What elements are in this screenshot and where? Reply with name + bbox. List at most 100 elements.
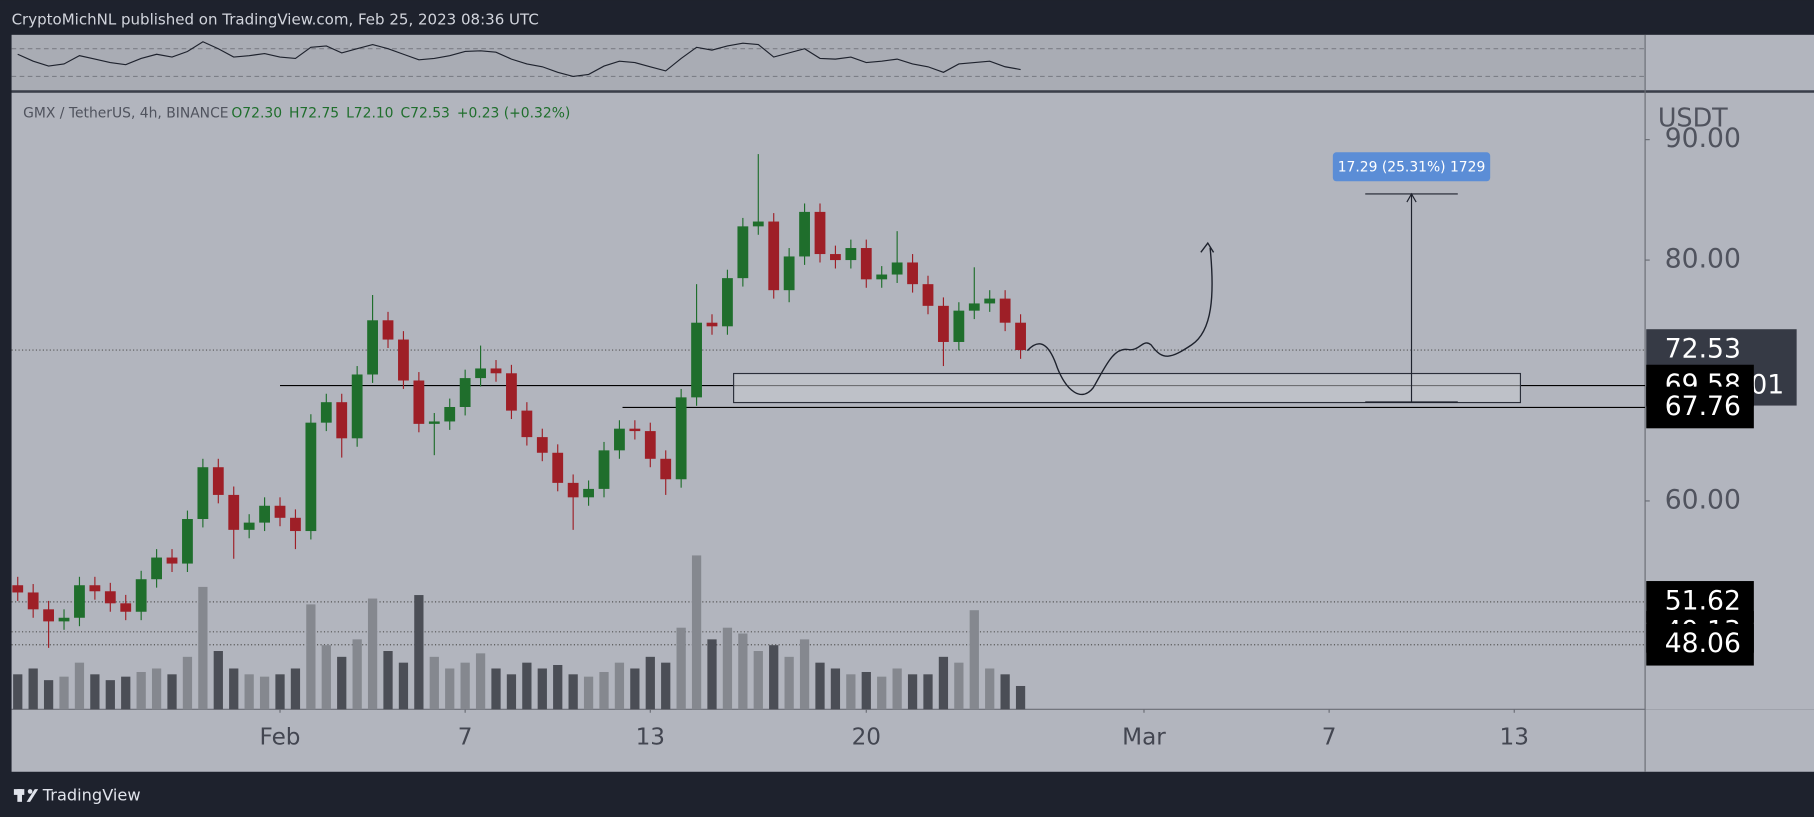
ohlc-value: O72.30 xyxy=(231,105,282,121)
candle-body xyxy=(228,494,240,530)
volume-bar xyxy=(259,676,270,710)
ohlc-value: L72.10 xyxy=(346,105,393,121)
volume-bar xyxy=(445,668,455,710)
candle-body xyxy=(151,557,162,580)
volume-bar xyxy=(537,668,547,710)
measure-label: 17.29 (25.31%) 1729 xyxy=(1338,159,1486,175)
candle-body xyxy=(536,437,548,453)
projection-drawing xyxy=(1026,241,1215,395)
candle-body xyxy=(398,339,409,381)
volume-bar xyxy=(691,555,702,710)
ohlc-value: C72.53 xyxy=(400,105,449,121)
oscillator-line xyxy=(17,41,1021,78)
candle-body xyxy=(567,482,579,498)
candle-body xyxy=(722,278,733,327)
volume-bar xyxy=(414,595,424,710)
measure-label-box xyxy=(1332,152,1491,182)
candle-body xyxy=(27,592,39,610)
candle-body xyxy=(583,488,594,498)
volume-bar xyxy=(167,674,177,710)
candle-body xyxy=(799,211,810,257)
volume-bar xyxy=(553,664,563,710)
candle-body xyxy=(968,303,980,311)
volume-bar xyxy=(506,674,517,710)
candle-body xyxy=(475,368,486,379)
volume-bar xyxy=(630,668,640,710)
candle-body xyxy=(768,221,780,291)
x-tick-label: 7 xyxy=(458,725,473,751)
volume-bar xyxy=(583,676,594,710)
volume-bar xyxy=(614,662,625,710)
volume-bar xyxy=(907,674,918,710)
candle-body xyxy=(166,557,178,564)
volume-bar xyxy=(661,662,671,710)
volume-bar xyxy=(275,674,285,710)
brand-logo xyxy=(13,789,39,802)
publisher: CryptoMichNL published on TradingView.co… xyxy=(12,10,539,28)
candle-body xyxy=(644,431,656,459)
volume-bar xyxy=(815,662,825,710)
time-axis xyxy=(11,709,1814,772)
volume-bar xyxy=(460,662,470,710)
volume-bar xyxy=(244,674,254,710)
candle-body xyxy=(274,505,286,518)
volume-bar xyxy=(398,662,409,710)
candle-body xyxy=(413,380,425,424)
candle-body xyxy=(783,256,795,291)
volume-bar xyxy=(954,662,964,710)
currency: USDT xyxy=(1658,103,1728,133)
candle-body xyxy=(845,248,857,261)
candle-body xyxy=(953,310,965,342)
oscillator-axis xyxy=(1645,34,1814,91)
volume-bar xyxy=(337,656,347,710)
candle-body xyxy=(120,603,132,612)
candle-body xyxy=(74,585,85,618)
volume-bar xyxy=(830,668,841,710)
x-tick-label: 13 xyxy=(1500,725,1529,751)
volume-bar xyxy=(861,671,871,710)
volume-bar xyxy=(568,674,578,710)
x-tick-label: 7 xyxy=(1322,725,1337,751)
candle-body xyxy=(907,262,918,285)
y-tick-label: 90.00 xyxy=(1665,123,1741,154)
volume-bar xyxy=(799,639,810,710)
candle-body xyxy=(675,397,687,480)
volume-bar xyxy=(367,598,378,710)
volume-bar xyxy=(938,656,949,710)
candle-body xyxy=(382,320,394,340)
volume-bar xyxy=(645,656,655,710)
candle-body xyxy=(58,617,70,622)
candle-body xyxy=(830,254,841,261)
candle-body xyxy=(12,585,24,593)
y-tick-label: 60.00 xyxy=(1665,484,1741,515)
price-label-box xyxy=(1646,623,1754,666)
oscillator-panel xyxy=(11,34,1646,91)
x-tick-label: 13 xyxy=(636,725,665,751)
volume-bar xyxy=(43,680,54,710)
candle-body xyxy=(1015,322,1026,351)
volume-bar xyxy=(722,627,733,710)
candle-body xyxy=(351,374,363,439)
candle-body xyxy=(737,226,749,279)
volume-bar xyxy=(969,610,979,710)
volume-bar xyxy=(74,662,85,710)
candle-body xyxy=(259,505,270,523)
volume-bar xyxy=(383,651,393,710)
volume-bar xyxy=(290,668,301,710)
x-tick-label: Mar xyxy=(1122,725,1166,751)
volume-bar xyxy=(90,674,100,710)
candle-body xyxy=(752,221,764,227)
volume-bar xyxy=(429,656,439,710)
candle-body xyxy=(320,402,332,423)
volume-bar xyxy=(892,668,902,710)
candle-body xyxy=(135,579,147,612)
candle-body xyxy=(984,298,996,304)
volume-bar xyxy=(151,668,162,710)
candle-body xyxy=(891,262,903,275)
candle-body xyxy=(660,458,672,480)
candle-body xyxy=(629,428,641,432)
volume-bar xyxy=(306,604,316,710)
candle-body xyxy=(104,591,116,604)
candle-body xyxy=(336,402,348,439)
